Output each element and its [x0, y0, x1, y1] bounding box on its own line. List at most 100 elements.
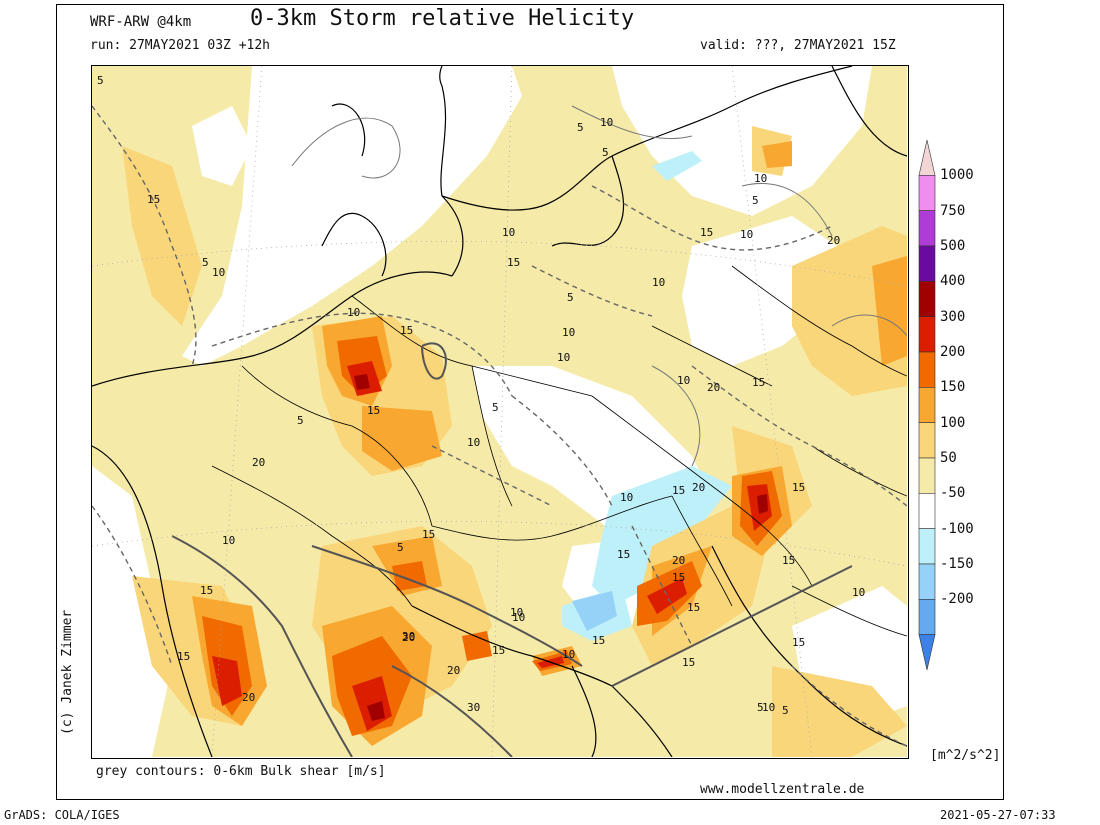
colorbar-segment — [918, 281, 936, 317]
contour-label: 10 — [740, 228, 753, 241]
contour-label: 10 — [677, 374, 690, 387]
contour-label: 15 — [592, 634, 605, 647]
contour-label: 15 — [672, 571, 685, 584]
contour-label: 20 — [252, 456, 265, 469]
contour-label: 15 — [147, 193, 160, 206]
contour-label: 10 — [600, 116, 613, 129]
contour-label: 15 — [687, 601, 700, 614]
colorbar-segment — [918, 351, 936, 388]
contour-label: 5 — [577, 121, 584, 134]
run-label: run: 27MAY2021 03Z +12h — [90, 38, 271, 53]
colorbar-segment — [918, 599, 936, 635]
contour-label: 5 — [397, 541, 404, 554]
chart-title: 0-3km Storm relative Helicity — [250, 6, 635, 31]
shear-contours-thin — [291, 105, 907, 467]
contour-label: 5 — [782, 704, 789, 717]
colorbar-label: 300 — [940, 308, 966, 325]
contour-label: 15 — [792, 636, 805, 649]
contour-label: 20 — [447, 664, 460, 677]
contour-label: 10 — [562, 648, 575, 661]
colorbar-label: 1000 — [940, 167, 974, 184]
colorbar-label: 200 — [940, 344, 966, 360]
contour-label: 10 — [512, 611, 525, 624]
contour-label: 10 — [212, 266, 225, 279]
colorbar-segment — [918, 175, 936, 211]
contour-label: 15 — [617, 548, 630, 561]
contour-label: 10 — [467, 436, 480, 449]
render-timestamp: 2021-05-27-07:33 — [940, 808, 1056, 822]
shear-contours-solid — [171, 342, 853, 757]
contour-label: 30 — [402, 630, 415, 643]
contour-label: 10 — [222, 534, 235, 547]
contour-label: 5 — [97, 74, 104, 87]
contour-label: 20 — [672, 554, 685, 567]
contour-label: 10 — [502, 226, 515, 239]
colorbar-segment — [918, 493, 936, 529]
colorbar-segment — [918, 316, 936, 353]
contour-label: 15 — [422, 528, 435, 541]
colorbar-segment — [918, 245, 936, 282]
contour-label: 5 — [752, 194, 759, 207]
software-credit: GrADS: COLA/IGES — [4, 808, 120, 822]
contour-label: 20 — [402, 631, 415, 644]
contour-label: 30 — [467, 701, 480, 714]
contour-label: 20 — [707, 381, 720, 394]
colorbar — [918, 140, 936, 671]
colorbar-label: -200 — [940, 591, 974, 608]
contour-label: 15 — [700, 226, 713, 239]
helicity-map: 5 5 10 5 10 5 15 10 15 10 5 10 20 15 10 5 15 10 20 15 15 10 5 1… — [91, 65, 909, 759]
contour-label: 20 — [692, 481, 705, 494]
colorbar-segment — [918, 387, 936, 423]
contour-label: 5 — [567, 291, 574, 304]
valid-label: valid: ???, 27MAY2021 15Z — [700, 38, 896, 53]
contour-label: 20 — [242, 691, 255, 704]
colorbar-label: -150 — [940, 556, 974, 572]
colorbar-label: 500 — [940, 238, 966, 254]
contour-label: 5 — [492, 401, 499, 414]
contour-label: 15 — [507, 256, 520, 269]
contour-label: 15 — [752, 376, 765, 389]
colorbar-segment — [918, 457, 936, 494]
website-credit: www.modellzentrale.de — [700, 782, 865, 797]
contour-label: 10 — [754, 172, 767, 185]
contour-label: 5 — [602, 146, 609, 159]
contour-label: 15 — [792, 481, 805, 494]
contour-label: 10 — [510, 606, 523, 619]
colorbar-label: 50 — [940, 450, 957, 466]
shear-contours-dashed — [92, 105, 907, 747]
contour-label: 5 — [297, 414, 304, 427]
contour-label: 15 — [492, 644, 505, 657]
contour-label: 10 — [852, 586, 865, 599]
colorbar-segment — [918, 422, 936, 459]
contours-note: grey contours: 0-6km Bulk shear [m/s] — [96, 764, 386, 779]
lat-lon-grid — [92, 66, 907, 757]
contour-label: 10 — [557, 351, 570, 364]
country-borders — [211, 265, 907, 637]
coastlines — [92, 66, 907, 757]
contour-label: 10 — [347, 306, 360, 319]
colorbar-label: -100 — [940, 520, 974, 537]
colorbar-label: 150 — [940, 379, 966, 396]
author-credit: (c) Janek Zimmer — [60, 609, 75, 735]
colorbar-label: 400 — [940, 273, 966, 290]
contour-label: 10 — [620, 491, 633, 504]
colorbar-segment — [918, 210, 936, 247]
contour-label: 20 — [827, 234, 840, 247]
colorbar-segment — [918, 528, 936, 565]
contour-label: 10 — [652, 276, 665, 289]
contour-label: 10 — [762, 701, 775, 714]
colorbar-segment — [918, 140, 936, 176]
contour-label: 15 — [782, 554, 795, 567]
contour-label: 10 — [562, 326, 575, 339]
colorbar-segment — [918, 563, 936, 600]
contour-label: 15 — [367, 404, 380, 417]
contour-label: 15 — [177, 650, 190, 663]
contour-label: 15 — [200, 584, 213, 597]
model-label: WRF-ARW @4km — [90, 14, 192, 30]
colorbar-units: [m^2/s^2] — [930, 748, 1001, 763]
colorbar-label: 100 — [940, 414, 966, 431]
contour-label: 15 — [400, 324, 413, 337]
contour-label: 15 — [672, 484, 685, 497]
contour-label: 5 — [202, 256, 209, 269]
